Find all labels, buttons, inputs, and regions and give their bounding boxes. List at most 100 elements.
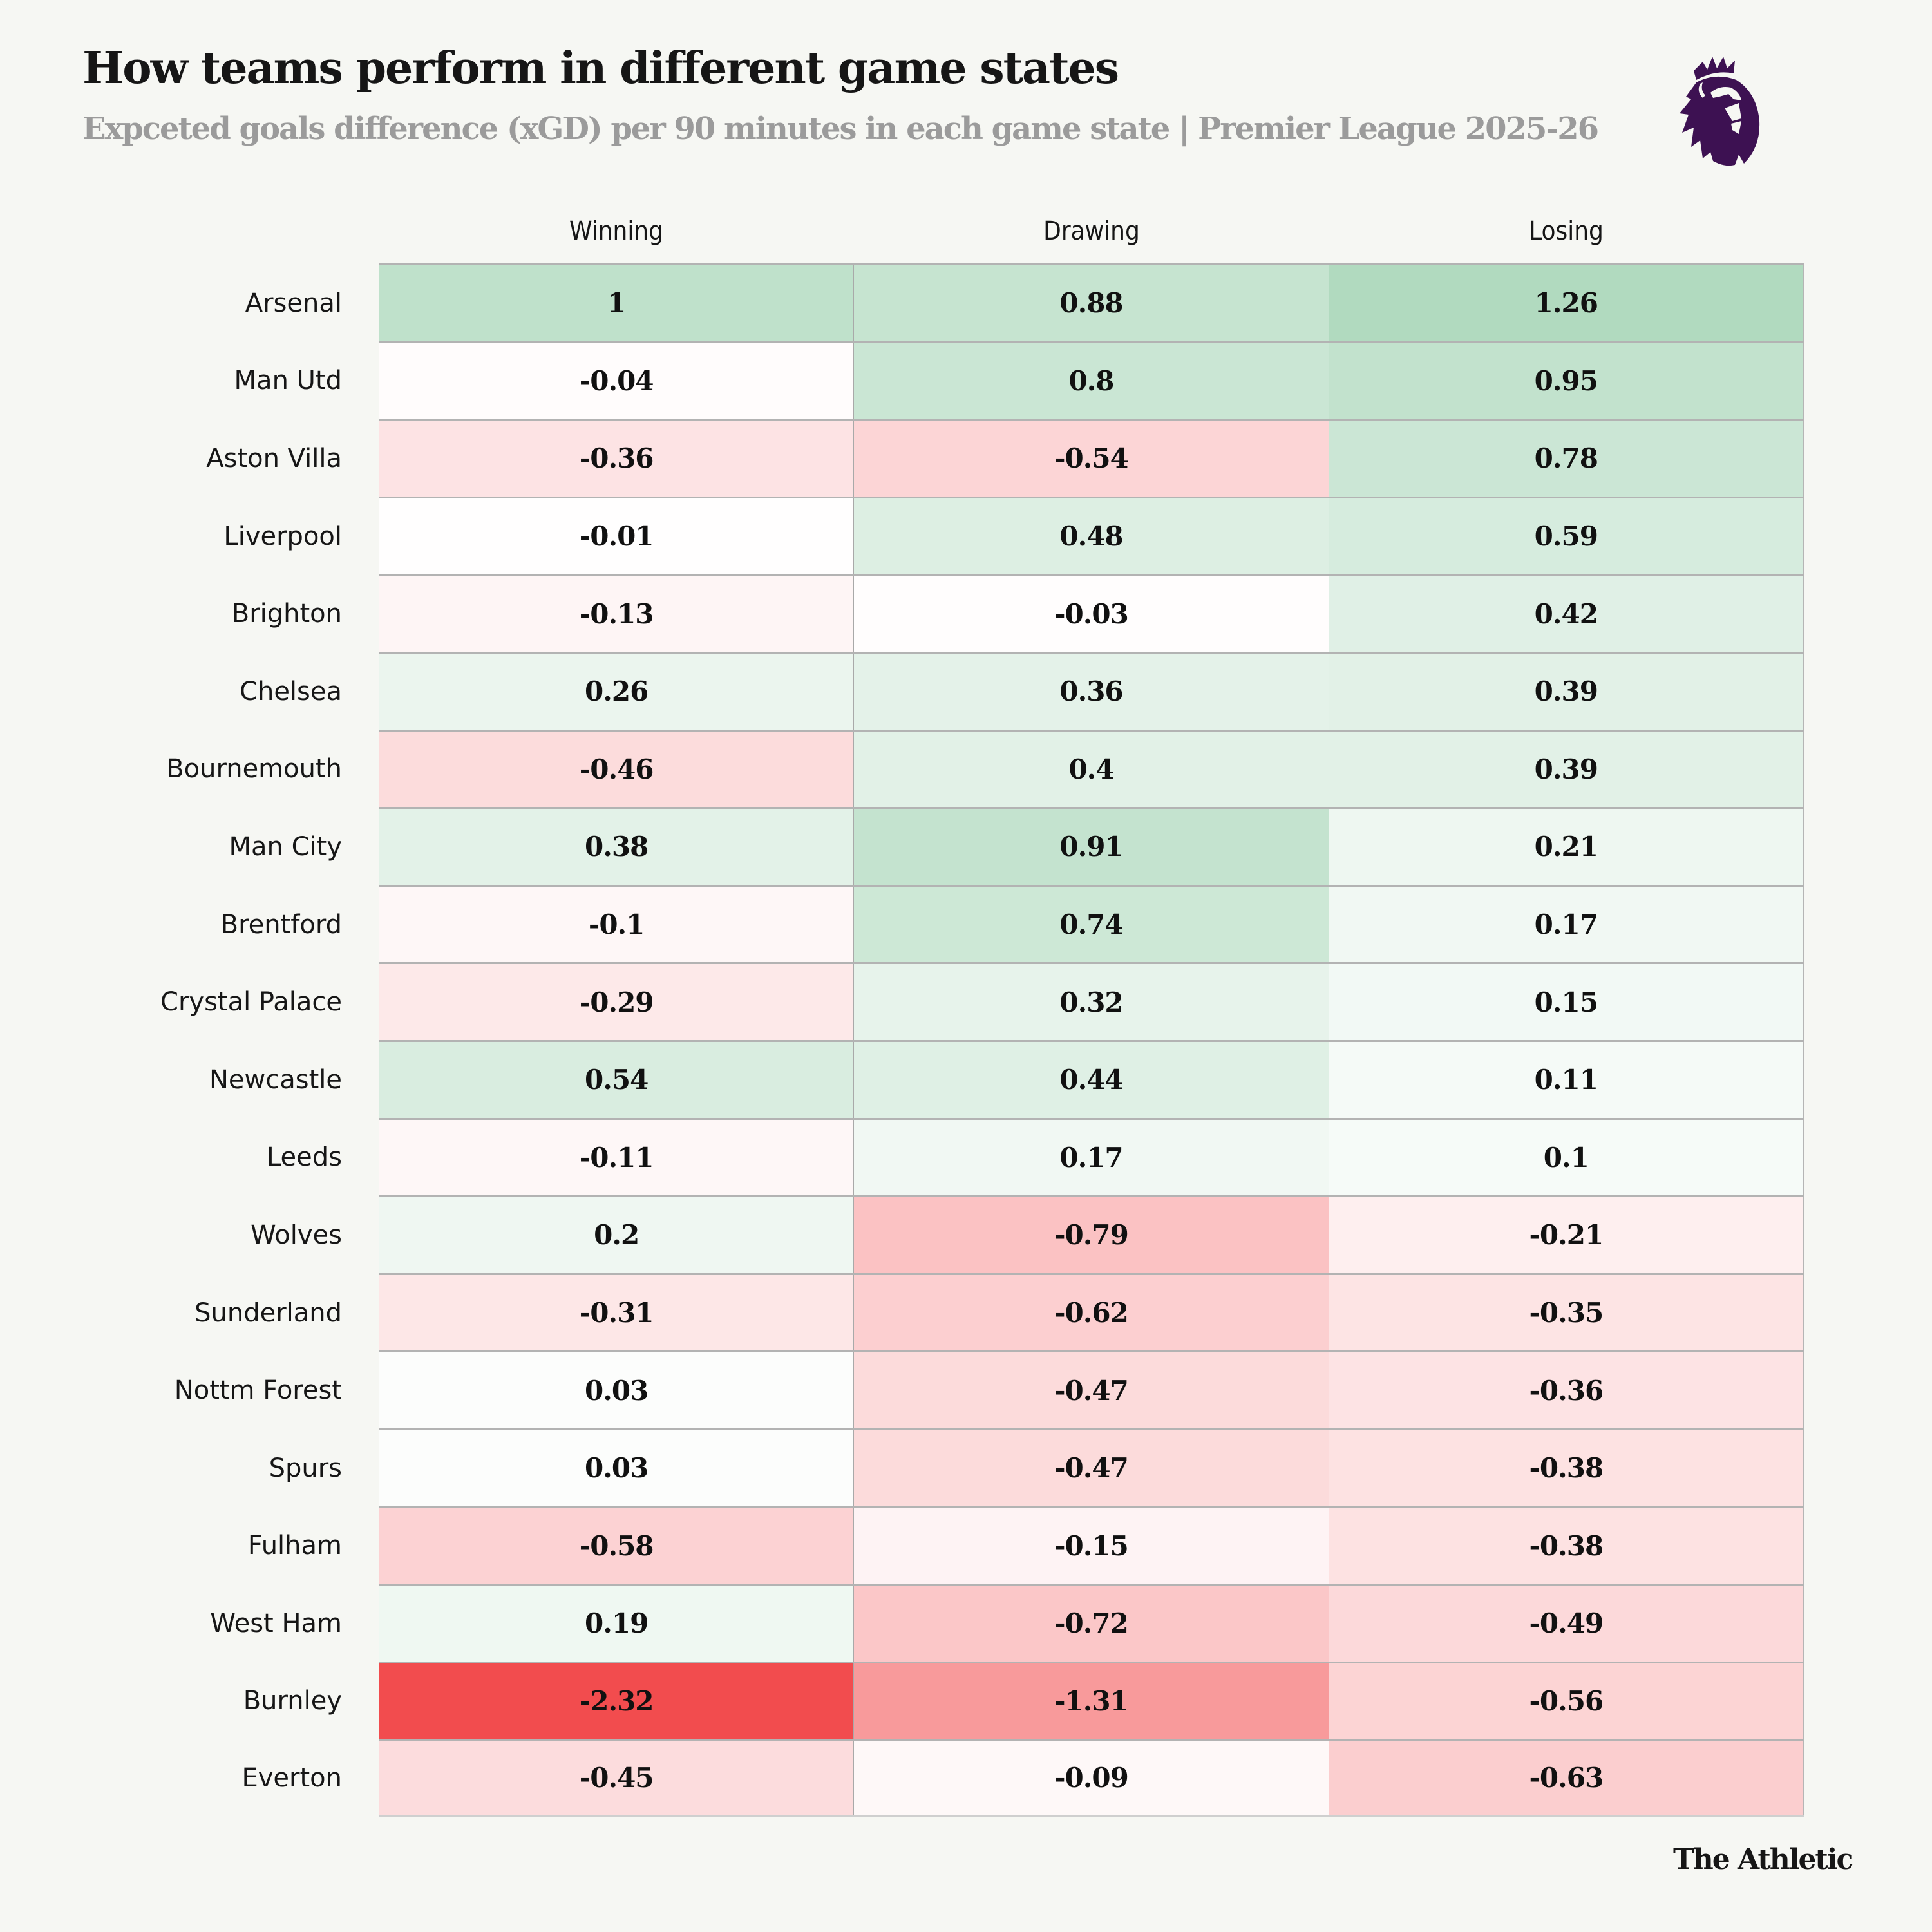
row-label-team: Spurs (269, 1453, 342, 1483)
heatmap-cell-losing: 0.1 (1328, 1119, 1804, 1196)
heatmap-cell-drawing: -0.47 (853, 1430, 1329, 1506)
heatmap-cell-winning: -2.32 (379, 1663, 854, 1739)
heatmap-cell-drawing: 0.88 (853, 265, 1329, 341)
heatmap-cell-drawing: 0.8 (853, 343, 1329, 419)
heatmap-cell-drawing: -0.47 (853, 1352, 1329, 1428)
heatmap-cell-winning: 1 (379, 265, 854, 341)
row-label-team: Man City (229, 831, 343, 862)
row-label-team: Sunderland (194, 1298, 342, 1328)
row-label-team: Fulham (247, 1531, 342, 1561)
heatmap-cell-losing: 0.39 (1328, 731, 1804, 808)
heatmap-table: Arsenal 1 0.88 1.26 Man Utd -0.04 0.8 0.95 Aston… (160, 263, 1804, 1817)
heatmap-cell-losing: 0.21 (1328, 809, 1804, 885)
heatmap-cell-losing: 0.42 (1328, 576, 1804, 652)
heatmap-cell-drawing: 0.4 (853, 731, 1329, 808)
heatmap-cell-winning: 0.38 (379, 809, 854, 885)
heatmap-cell-losing: -0.49 (1328, 1586, 1804, 1662)
table-row: Bournemouth -0.46 0.4 0.39 (166, 729, 1804, 808)
heatmap-cell-winning: -0.29 (379, 964, 854, 1040)
row-label-team: West Ham (210, 1608, 342, 1638)
heatmap-cell-drawing: -0.62 (853, 1274, 1329, 1351)
table-row: Aston Villa -0.36 -0.54 0.78 (206, 419, 1804, 497)
heatmap-cell-drawing: 0.32 (853, 964, 1329, 1040)
heatmap-cell-drawing: -0.03 (853, 576, 1329, 652)
row-label-team: Brighton (231, 599, 342, 629)
heatmap-cell-losing: 0.59 (1328, 498, 1804, 574)
column-header-losing: Losing (1529, 216, 1604, 246)
heatmap-cell-losing: -0.35 (1328, 1274, 1804, 1351)
heatmap-cell-drawing: 0.91 (853, 809, 1329, 885)
chart-title: How teams perform in different game stat… (82, 43, 1119, 94)
heatmap-cell-drawing: -0.72 (853, 1586, 1329, 1662)
column-header-winning: Winning (569, 216, 663, 246)
row-label-team: Crystal Palace (160, 987, 342, 1018)
row-label-team: Leeds (266, 1142, 342, 1173)
row-label-team: Arsenal (245, 288, 342, 318)
heatmap-cell-losing: -0.38 (1328, 1430, 1804, 1506)
row-label-team: Wolves (251, 1220, 342, 1250)
heatmap-cell-losing: 0.95 (1328, 343, 1804, 419)
heatmap-cell-winning: -0.1 (379, 886, 854, 963)
table-row: Wolves 0.2 -0.79 -0.21 (251, 1195, 1804, 1273)
heatmap-cell-drawing: -0.54 (853, 421, 1329, 497)
row-label-team: Everton (242, 1763, 342, 1793)
heatmap-cell-winning: -0.11 (379, 1119, 854, 1196)
heatmap-cell-winning: -0.13 (379, 576, 854, 652)
heatmap-cell-losing: 1.26 (1328, 265, 1804, 341)
table-row: Man Utd -0.04 0.8 0.95 (234, 341, 1804, 419)
heatmap-cell-winning: 0.26 (379, 653, 854, 730)
heatmap-cell-winning: -0.04 (379, 343, 854, 419)
heatmap-cell-winning: -0.46 (379, 731, 854, 808)
heatmap-cell-winning: 0.03 (379, 1430, 854, 1506)
heatmap-cell-losing: -0.63 (1328, 1741, 1804, 1815)
row-label-team: Bournemouth (166, 754, 342, 784)
heatmap-cell-losing: -0.21 (1328, 1197, 1804, 1273)
table-row: Newcastle 0.54 0.44 0.11 (209, 1039, 1804, 1118)
heatmap-cell-winning: -0.58 (379, 1508, 854, 1584)
table-row: West Ham 0.19 -0.72 -0.49 (210, 1584, 1804, 1662)
chart-subtitle: Expceted goals difference (xGD) per 90 m… (82, 111, 1599, 147)
heatmap-cell-drawing: -0.09 (853, 1741, 1329, 1815)
heatmap-cell-drawing: -0.79 (853, 1197, 1329, 1273)
heatmap-cell-losing: -0.56 (1328, 1663, 1804, 1739)
heatmap-cell-winning: -0.01 (379, 498, 854, 574)
heatmap-cell-winning: 0.54 (379, 1041, 854, 1118)
table-row: Chelsea 0.26 0.36 0.39 (240, 651, 1804, 730)
row-label-team: Burnley (243, 1686, 342, 1716)
heatmap-cell-drawing: 0.48 (853, 498, 1329, 574)
row-label-team: Man Utd (234, 366, 342, 396)
table-row: Fulham -0.58 -0.15 -0.38 (248, 1506, 1804, 1584)
row-label-team: Nottm Forest (174, 1376, 342, 1406)
heatmap-cell-drawing: 0.74 (853, 886, 1329, 963)
row-label-team: Brentford (220, 909, 342, 940)
table-row: Leeds -0.11 0.17 0.1 (267, 1117, 1804, 1196)
heatmap-cell-drawing: -1.31 (853, 1663, 1329, 1739)
table-row: Sunderland -0.31 -0.62 -0.35 (194, 1273, 1804, 1351)
table-row: Crystal Palace -0.29 0.32 0.15 (160, 962, 1804, 1040)
source-credit: The Athletic (1673, 1843, 1853, 1876)
row-label-team: Chelsea (240, 676, 342, 706)
heatmap-cell-losing: 0.11 (1328, 1041, 1804, 1118)
table-row: Liverpool -0.01 0.48 0.59 (223, 496, 1804, 574)
heatmap-cell-drawing: 0.44 (853, 1041, 1329, 1118)
heatmap-cell-winning: -0.36 (379, 421, 854, 497)
row-label-team: Aston Villa (206, 443, 342, 473)
column-header-drawing: Drawing (1043, 216, 1140, 246)
table-row: Nottm Forest 0.03 -0.47 -0.36 (175, 1350, 1804, 1428)
row-label-team: Liverpool (223, 521, 342, 551)
heatmap-cell-winning: 0.19 (379, 1586, 854, 1662)
table-row: Everton -0.45 -0.09 -0.63 (242, 1739, 1804, 1817)
heatmap-cell-drawing: 0.17 (853, 1119, 1329, 1196)
table-row: Brentford -0.1 0.74 0.17 (221, 884, 1804, 963)
heatmap-cell-losing: 0.78 (1328, 421, 1804, 497)
heatmap-cell-losing: 0.17 (1328, 886, 1804, 963)
heatmap-cell-losing: -0.38 (1328, 1508, 1804, 1584)
heatmap-cell-drawing: -0.15 (853, 1508, 1329, 1584)
row-label-team: Newcastle (209, 1065, 342, 1095)
heatmap-cell-winning: 0.03 (379, 1352, 854, 1428)
heatmap-cell-losing: -0.36 (1328, 1352, 1804, 1428)
table-row: Burnley -2.32 -1.31 -0.56 (243, 1661, 1804, 1739)
heatmap-cell-losing: 0.15 (1328, 964, 1804, 1040)
table-row: Man City 0.38 0.91 0.21 (229, 807, 1804, 885)
heatmap-cell-winning: -0.31 (379, 1274, 854, 1351)
